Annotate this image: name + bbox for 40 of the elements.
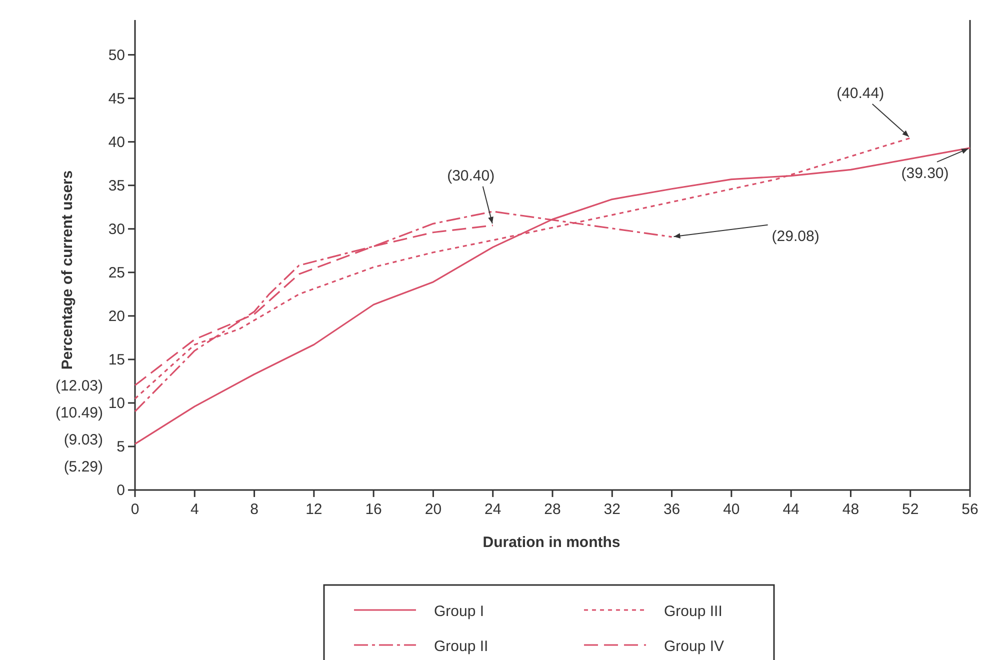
x-tick-label: 24: [484, 501, 502, 518]
x-tick-label: 0: [130, 501, 140, 518]
annotation: (12.03): [55, 377, 103, 394]
x-tick-label: 8: [250, 501, 258, 518]
y-tick-label: 30: [108, 220, 125, 238]
y-tick-label: 20: [108, 308, 125, 325]
x-tick-label: 48: [842, 501, 860, 518]
y-tick-label: 5: [116, 438, 125, 456]
x-tick-label: 28: [544, 501, 561, 518]
x-tick-label: 44: [782, 501, 800, 518]
x-tick-label: 52: [902, 501, 919, 518]
legend-label: Group I: [434, 603, 484, 620]
annotation: (29.08): [772, 228, 820, 245]
x-tick-label: 40: [723, 501, 740, 518]
y-axis-title: Percentage of current users: [59, 170, 76, 370]
x-tick-label: 4: [190, 501, 199, 518]
annotation: (30.40): [447, 167, 495, 184]
annotation: (10.49): [55, 404, 103, 422]
y-tick-label: 50: [108, 46, 125, 64]
x-tick-label: 20: [424, 501, 442, 518]
x-axis-title: Duration in months: [482, 534, 620, 551]
legend-label: Group III: [664, 603, 722, 620]
annotation: (40.44): [836, 85, 884, 102]
x-tick-label: 32: [604, 501, 620, 518]
y-tick-label: 0: [116, 482, 125, 499]
legend-label: Group IV: [664, 638, 724, 655]
x-tick-label: 36: [663, 501, 680, 518]
x-tick-label: 12: [306, 501, 322, 518]
y-tick-label: 35: [108, 177, 125, 194]
x-tick-label: 16: [365, 501, 382, 518]
legend-label: Group II: [434, 638, 488, 655]
annotation: (39.30): [901, 164, 949, 182]
y-tick-label: 15: [108, 351, 125, 368]
y-tick-label: 25: [108, 264, 125, 282]
y-tick-label: 10: [108, 394, 125, 412]
annotation: (9.03): [64, 431, 103, 448]
y-tick-label: 40: [108, 134, 125, 151]
x-tick-label: 56: [962, 501, 978, 518]
annotation: (5.29): [64, 458, 103, 476]
y-tick-label: 45: [108, 90, 125, 108]
